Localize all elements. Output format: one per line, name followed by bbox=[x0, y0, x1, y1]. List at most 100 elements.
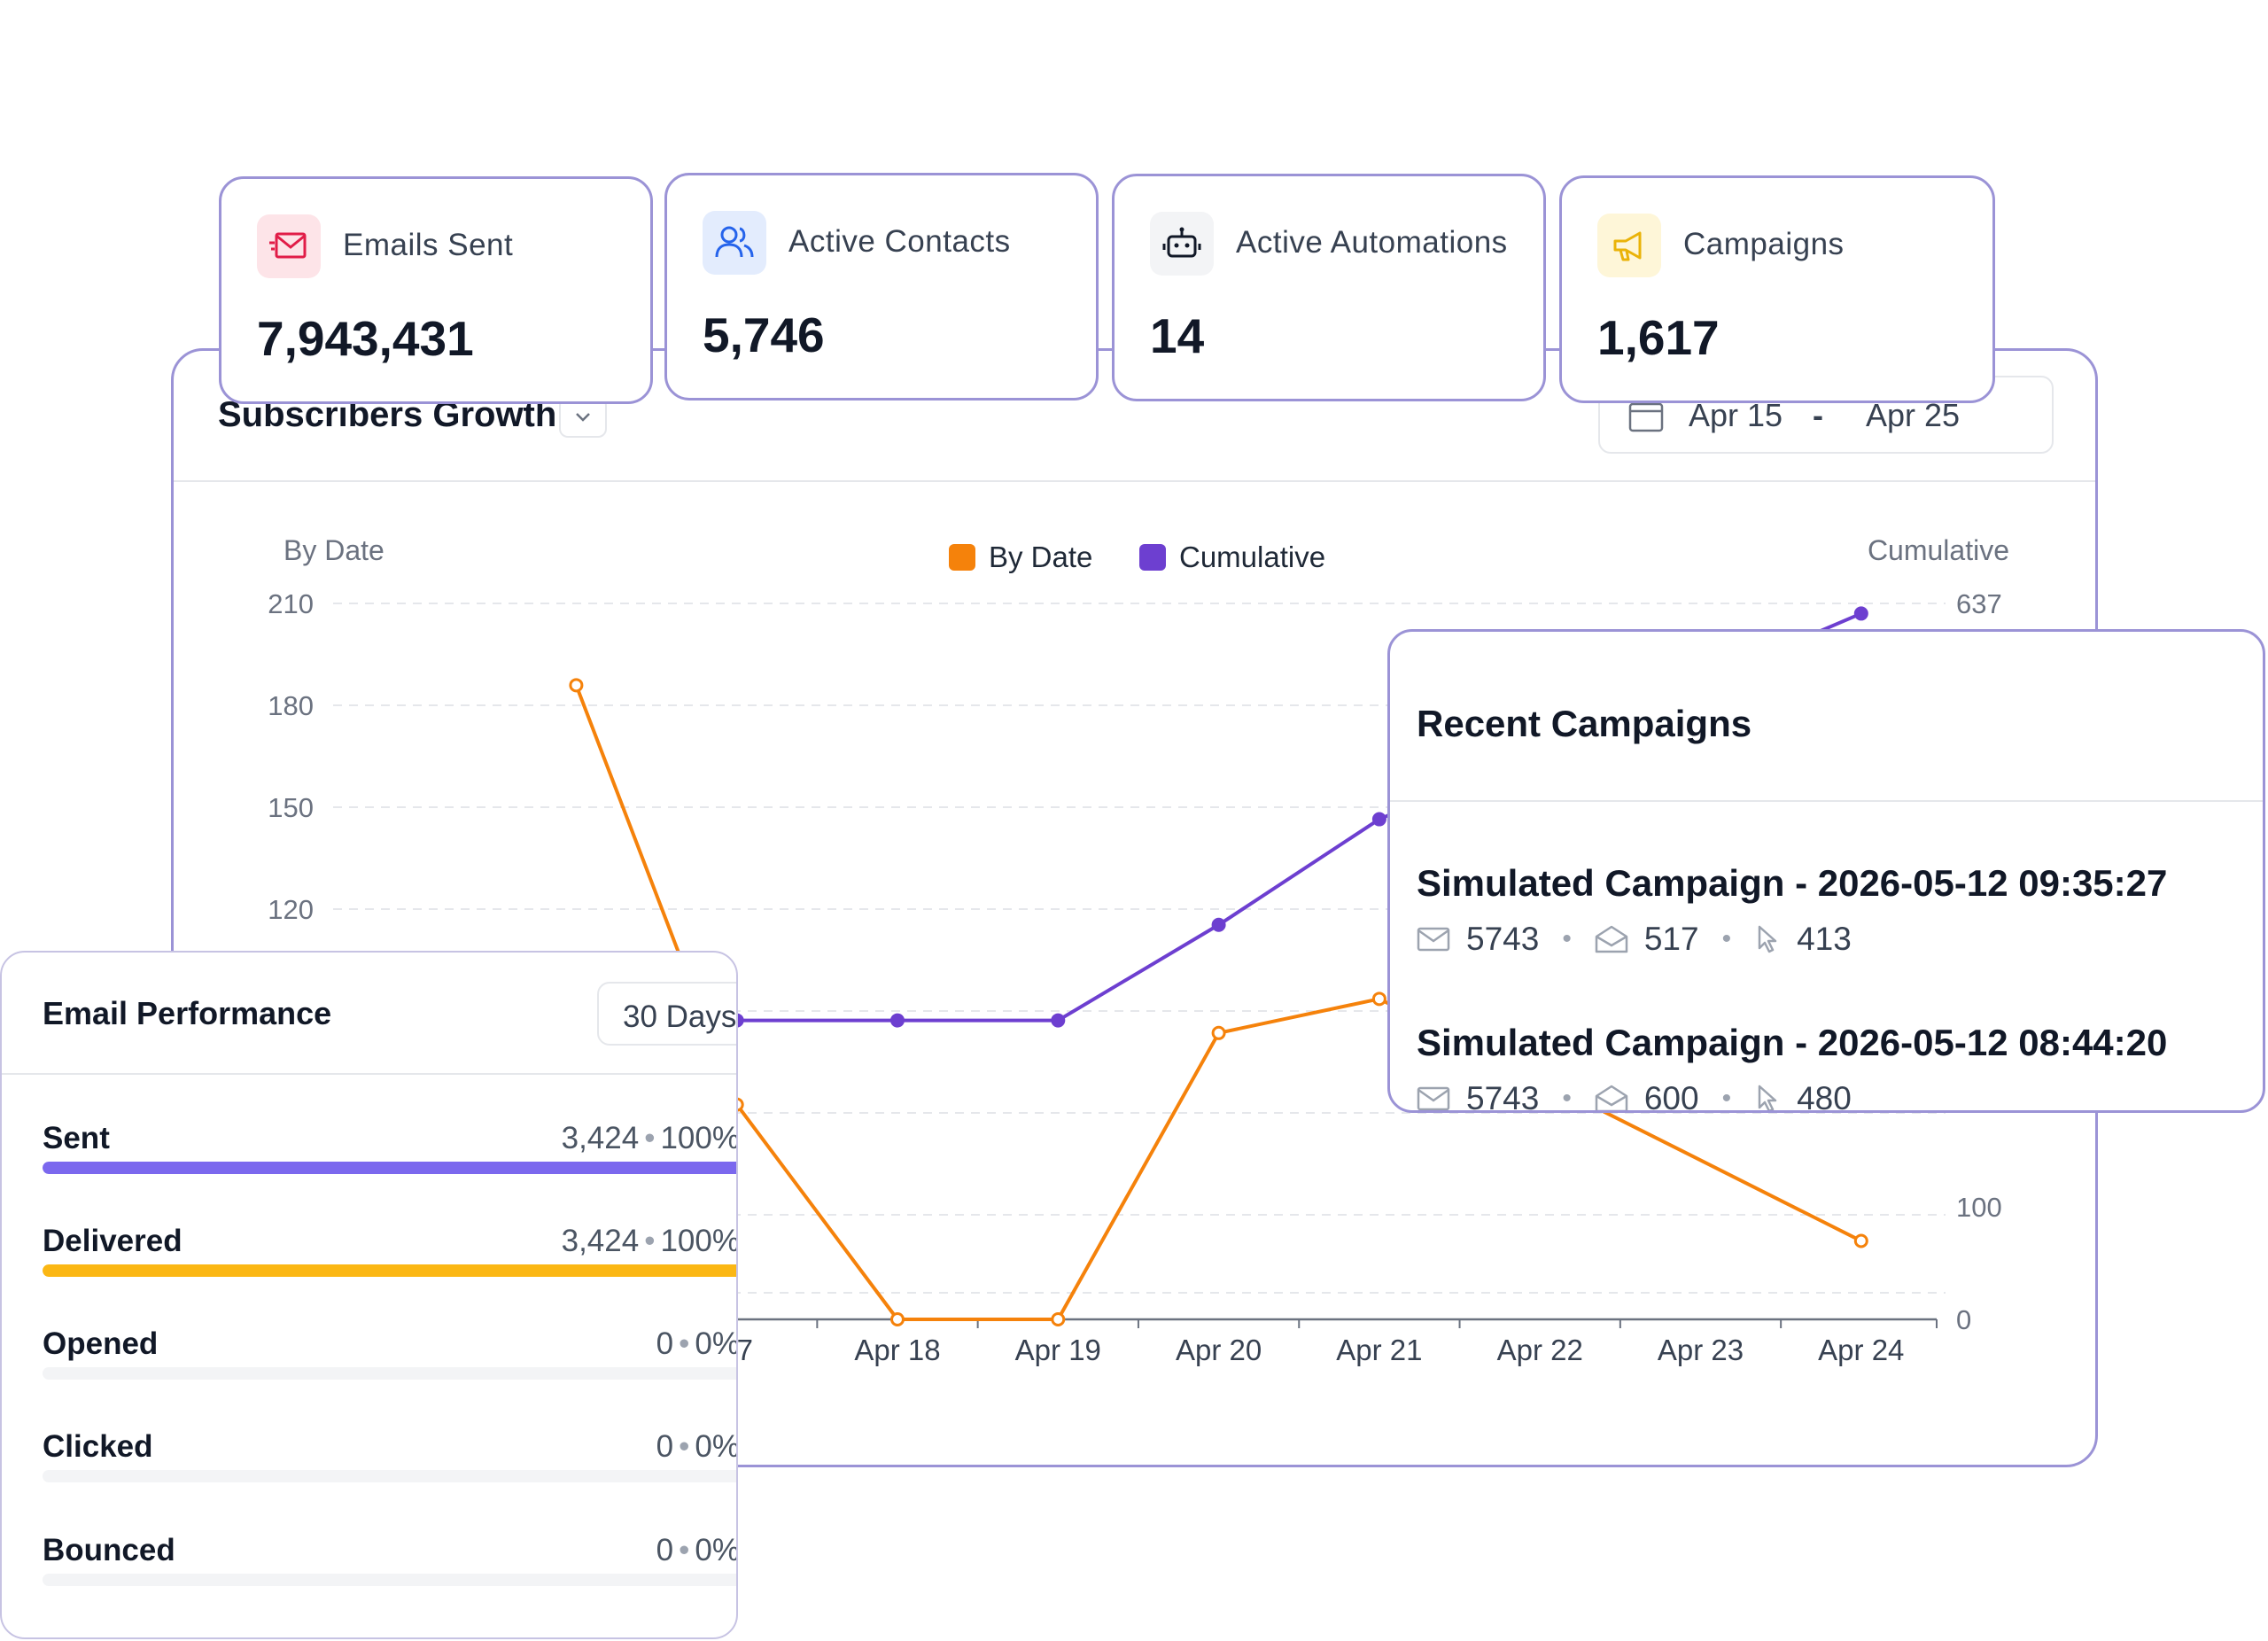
users-icon bbox=[703, 211, 766, 275]
data-point-by-date bbox=[1211, 1025, 1226, 1040]
legend-swatch-by-date bbox=[949, 544, 975, 571]
campaign-metrics: 5743 • 600 • 480 bbox=[1417, 1080, 2258, 1113]
perf-metric-name: Delivered bbox=[43, 1224, 183, 1258]
campaign-item[interactable]: Simulated Campaign - 2026-05-12 08:44:20… bbox=[1417, 1022, 2258, 1113]
stat-card-emails-sent[interactable]: Emails Sent 7,943,431 bbox=[219, 176, 653, 404]
calendar-icon bbox=[1628, 402, 1664, 432]
perf-percent: 100% bbox=[660, 1121, 738, 1155]
stat-label: Active Contacts bbox=[788, 224, 1011, 259]
x-tick-label: Apr 22 bbox=[1497, 1334, 1583, 1366]
stat-label: Emails Sent bbox=[343, 228, 514, 262]
x-tick-label: Apr 18 bbox=[854, 1334, 940, 1366]
perf-metric-name: Bounced bbox=[43, 1533, 175, 1567]
mail-icon bbox=[1417, 1086, 1450, 1110]
robot-icon bbox=[1150, 212, 1214, 276]
mail-open-icon bbox=[1595, 925, 1628, 953]
recent-campaigns-panel: Recent Campaigns Simulated Campaign - 20… bbox=[1387, 629, 2265, 1113]
y-right-tick-label: 637 bbox=[1956, 588, 2002, 619]
perf-metric-values: 0 • 0% bbox=[656, 1533, 738, 1567]
email-performance-panel: Email Performance 30 Days Sent 3,424 • 100… bbox=[0, 951, 738, 1639]
data-point-by-date bbox=[890, 1312, 905, 1326]
perf-metric-values: 0 • 0% bbox=[656, 1429, 738, 1464]
campaign-opened-count: 600 bbox=[1643, 1080, 1699, 1113]
x-tick-label: Apr 24 bbox=[1818, 1334, 1904, 1366]
perf-count: 0 bbox=[656, 1326, 674, 1361]
perf-progress-bar bbox=[43, 1162, 736, 1174]
email-performance-title: Email Performance bbox=[43, 995, 332, 1031]
legend-label-by-date: By Date bbox=[989, 541, 1092, 573]
y-right-axis-title: Cumulative bbox=[1868, 534, 2009, 566]
perf-percent: 0% bbox=[695, 1533, 738, 1567]
perf-metric-name: Clicked bbox=[43, 1429, 153, 1464]
chevron-down-icon bbox=[576, 413, 590, 422]
perf-row-bounced: Bounced 0 • 0% bbox=[43, 1533, 738, 1622]
mail-open-icon bbox=[1595, 1085, 1628, 1110]
y-right-tick-label: 100 bbox=[1956, 1192, 2002, 1223]
perf-progress-bar bbox=[43, 1264, 736, 1277]
stat-label: Active Automations bbox=[1236, 225, 1508, 260]
stat-card-active-contacts[interactable]: Active Contacts 5,746 bbox=[664, 173, 1099, 401]
campaign-metrics: 5743 • 517 • 413 bbox=[1417, 921, 2258, 958]
perf-percent: 0% bbox=[695, 1429, 738, 1464]
perf-percent: 0% bbox=[695, 1326, 738, 1361]
perf-count: 0 bbox=[656, 1429, 674, 1464]
data-point-by-date bbox=[1371, 992, 1386, 1007]
x-tick-label: Apr 21 bbox=[1336, 1334, 1422, 1366]
megaphone-icon bbox=[1597, 214, 1661, 277]
cursor-click-icon bbox=[1758, 1085, 1777, 1110]
recent-campaigns-title: Recent Campaigns bbox=[1417, 703, 1752, 744]
x-tick-label: Apr 23 bbox=[1658, 1334, 1744, 1366]
data-point-cumulative bbox=[1211, 917, 1226, 932]
campaign-name[interactable]: Simulated Campaign - 2026-05-12 08:44:20 bbox=[1417, 1022, 2168, 1063]
performance-range-select[interactable]: 30 Days bbox=[597, 982, 736, 1046]
perf-metric-values: 0 • 0% bbox=[656, 1326, 738, 1361]
data-point-cumulative bbox=[1371, 812, 1386, 827]
cursor-click-icon bbox=[1758, 925, 1777, 953]
y-left-tick-label: 150 bbox=[268, 792, 314, 823]
y-left-axis-title: By Date bbox=[284, 534, 384, 566]
campaign-clicked-count: 480 bbox=[1797, 1080, 1852, 1113]
perf-count: 3,424 bbox=[561, 1224, 640, 1258]
data-point-by-date bbox=[569, 678, 584, 693]
stat-label: Campaigns bbox=[1683, 227, 1845, 261]
perf-count: 0 bbox=[656, 1533, 674, 1567]
data-point-cumulative bbox=[890, 1013, 905, 1028]
perf-metric-values: 3,424 • 100% bbox=[561, 1121, 738, 1155]
data-point-cumulative bbox=[1853, 606, 1868, 621]
perf-progress-fill bbox=[43, 1264, 736, 1277]
campaign-sent-count: 5743 bbox=[1466, 921, 1540, 957]
perf-progress-bar bbox=[43, 1574, 736, 1586]
panel-divider bbox=[1390, 800, 2263, 802]
data-point-by-date bbox=[1853, 1233, 1868, 1248]
stat-value: 14 bbox=[1150, 308, 1205, 363]
stat-value: 7,943,431 bbox=[257, 311, 474, 366]
stat-card-active-automations[interactable]: Active Automations 14 bbox=[1112, 174, 1546, 401]
y-left-tick-label: 180 bbox=[268, 690, 314, 721]
data-point-by-date bbox=[1051, 1312, 1066, 1326]
perf-row-opened: Opened 0 • 0% bbox=[43, 1326, 738, 1415]
campaign-sent-count: 5743 bbox=[1466, 1080, 1540, 1113]
panel-divider bbox=[2, 1073, 736, 1075]
y-left-tick-label: 210 bbox=[268, 588, 314, 619]
perf-progress-bar bbox=[43, 1470, 736, 1482]
perf-progress-bar bbox=[43, 1367, 736, 1380]
stat-card-campaigns[interactable]: Campaigns 1,617 bbox=[1559, 175, 1995, 403]
y-right-tick-label: 0 bbox=[1956, 1304, 1971, 1335]
mail-send-icon bbox=[257, 214, 321, 278]
legend-label-cumulative: Cumulative bbox=[1179, 541, 1325, 573]
perf-row-clicked: Clicked 0 • 0% bbox=[43, 1429, 738, 1518]
y-left-tick-label: 120 bbox=[268, 894, 314, 925]
perf-percent: 100% bbox=[660, 1224, 738, 1258]
campaign-opened-count: 517 bbox=[1643, 921, 1699, 957]
campaign-name[interactable]: Simulated Campaign - 2026-05-12 09:35:27 bbox=[1417, 862, 2168, 904]
campaign-item[interactable]: Simulated Campaign - 2026-05-12 09:35:27… bbox=[1417, 862, 2258, 958]
stat-value: 5,746 bbox=[703, 307, 825, 362]
perf-metric-name: Opened bbox=[43, 1326, 159, 1361]
mail-icon bbox=[1417, 927, 1450, 952]
campaign-clicked-count: 413 bbox=[1797, 921, 1852, 957]
x-tick-label: Apr 20 bbox=[1176, 1334, 1262, 1366]
perf-metric-name: Sent bbox=[43, 1121, 110, 1155]
perf-row-delivered: Delivered 3,424 • 100% bbox=[43, 1224, 738, 1312]
perf-count: 3,424 bbox=[561, 1121, 640, 1155]
date-separator: - bbox=[1813, 397, 1823, 433]
